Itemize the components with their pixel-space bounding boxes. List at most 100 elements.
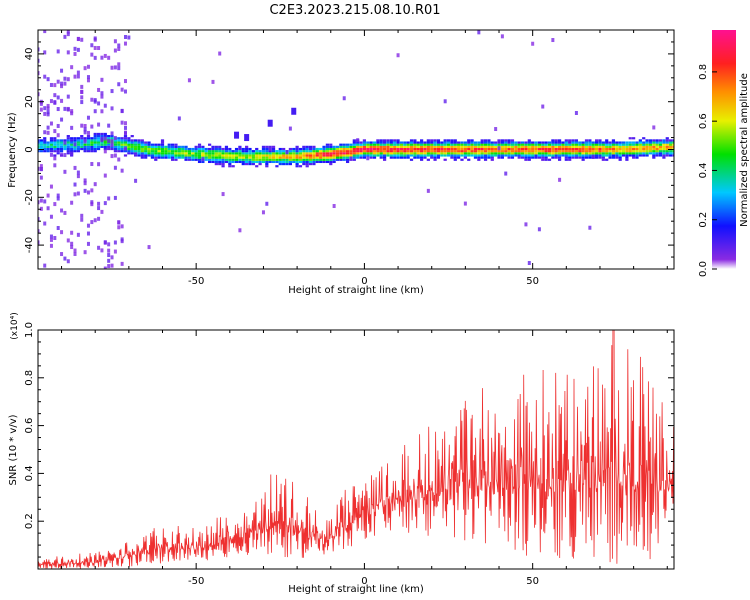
- heatmap-cell: [127, 152, 131, 155]
- heatmap-cell: [329, 152, 333, 155]
- heatmap-cell: [362, 145, 367, 148]
- heatmap-cell: [231, 156, 235, 159]
- heatmap-cell: [100, 145, 104, 148]
- heatmap-cell: [100, 143, 104, 146]
- heatmap-cell: [332, 204, 336, 209]
- heatmap-cell: [123, 89, 127, 94]
- heatmap-cell: [113, 249, 117, 254]
- heatmap-cell: [483, 141, 488, 144]
- heatmap-cell: [413, 152, 417, 155]
- heatmap-cell: [66, 94, 70, 99]
- heatmap-cell: [56, 196, 60, 201]
- heatmap-cell: [420, 152, 424, 155]
- heatmap-cell: [621, 150, 626, 153]
- heatmap-cell: [662, 143, 666, 146]
- heatmap-cell: [345, 160, 350, 164]
- heatmap-cell: [372, 156, 377, 159]
- heatmap-cell: [494, 141, 498, 144]
- heatmap-cell: [362, 154, 367, 157]
- heatmap-cell: [457, 156, 461, 159]
- heatmap-cell: [80, 145, 84, 148]
- heatmap-cell: [366, 150, 370, 153]
- heatmap-cell: [541, 158, 545, 161]
- heatmap-cell: [652, 147, 656, 151]
- heatmap-cell: [554, 147, 558, 151]
- heatmap-cell: [638, 143, 642, 146]
- heatmap-cell: [38, 47, 40, 52]
- heatmap-cell: [460, 147, 464, 151]
- heatmap-cell: [399, 143, 404, 146]
- heatmap-cell: [197, 156, 202, 159]
- heatmap-cell: [568, 143, 572, 146]
- heatmap-cell: [319, 156, 323, 159]
- heatmap-cell: [133, 154, 138, 157]
- heatmap-cell: [322, 145, 326, 148]
- heatmap-cell: [648, 147, 653, 151]
- colorbar-ticks: 0.00.20.40.60.8: [698, 64, 717, 277]
- heatmap-cell: [574, 147, 579, 151]
- heatmap-cell: [574, 139, 579, 142]
- heatmap-cell: [208, 143, 212, 146]
- heatmap-cell: [665, 143, 669, 146]
- heatmap-cell: [598, 143, 602, 146]
- heatmap-cell: [123, 125, 127, 130]
- heatmap-cell: [39, 175, 43, 180]
- heatmap-cell: [208, 156, 212, 159]
- heatmap-cell: [335, 154, 340, 157]
- heatmap-cell: [38, 217, 40, 222]
- heatmap-cell: [467, 154, 471, 157]
- heatmap-cell: [43, 137, 47, 140]
- heatmap-cell: [194, 156, 198, 159]
- heatmap-cell: [359, 152, 363, 155]
- heatmap-cell: [433, 152, 437, 155]
- heatmap-cell: [520, 141, 525, 144]
- heatmap-cell: [430, 150, 434, 153]
- heatmap-cell: [345, 154, 350, 157]
- heatmap-cell: [140, 154, 144, 157]
- heatmap-cell: [672, 141, 674, 144]
- heatmap-cell: [261, 154, 266, 157]
- heatmap-cell: [160, 145, 165, 148]
- heatmap-cell: [93, 218, 97, 223]
- heatmap-cell: [278, 160, 282, 164]
- heatmap-cell: [107, 264, 111, 269]
- heatmap-cell: [295, 162, 299, 166]
- heatmap-cell: [393, 156, 397, 159]
- heatmap-cell: [638, 147, 642, 151]
- heatmap-cell: [76, 141, 80, 144]
- heatmap-cell: [601, 154, 605, 157]
- heatmap-cell: [420, 154, 424, 157]
- heatmap-cell: [107, 143, 111, 146]
- heatmap-cell: [86, 150, 91, 153]
- heatmap-cell: [234, 147, 239, 151]
- heatmap-cell: [56, 107, 60, 112]
- heatmap-cell: [598, 154, 602, 157]
- heatmap-cell: [477, 145, 481, 148]
- heatmap-cell: [43, 50, 47, 55]
- heatmap-cell: [197, 143, 202, 146]
- heatmap-cell: [147, 141, 151, 144]
- heatmap-cell: [174, 156, 178, 159]
- heatmap-cell: [83, 150, 87, 153]
- heatmap-cell: [228, 152, 232, 155]
- heatmap-cell: [275, 160, 279, 164]
- heatmap-cell: [305, 150, 309, 153]
- heatmap-cell: [356, 150, 360, 153]
- heatmap-cell: [251, 162, 255, 166]
- heatmap-cell: [191, 150, 195, 153]
- heatmap-cell: [70, 147, 74, 151]
- heatmap-cell: [305, 165, 309, 168]
- heatmap-cell: [322, 156, 326, 159]
- heatmap-cell: [278, 150, 282, 153]
- heatmap-cell: [369, 154, 373, 157]
- heatmap-cell: [669, 145, 673, 148]
- heatmap-cell: [251, 156, 255, 159]
- heatmap-cell: [399, 141, 404, 144]
- heatmap-cell: [396, 156, 400, 159]
- heatmap-cell: [322, 150, 326, 153]
- heatmap-cell: [477, 152, 481, 155]
- heatmap-cell: [433, 141, 437, 144]
- heatmap-cell: [302, 162, 306, 166]
- heatmap-cell: [406, 143, 410, 146]
- heatmap-cell: [396, 154, 400, 157]
